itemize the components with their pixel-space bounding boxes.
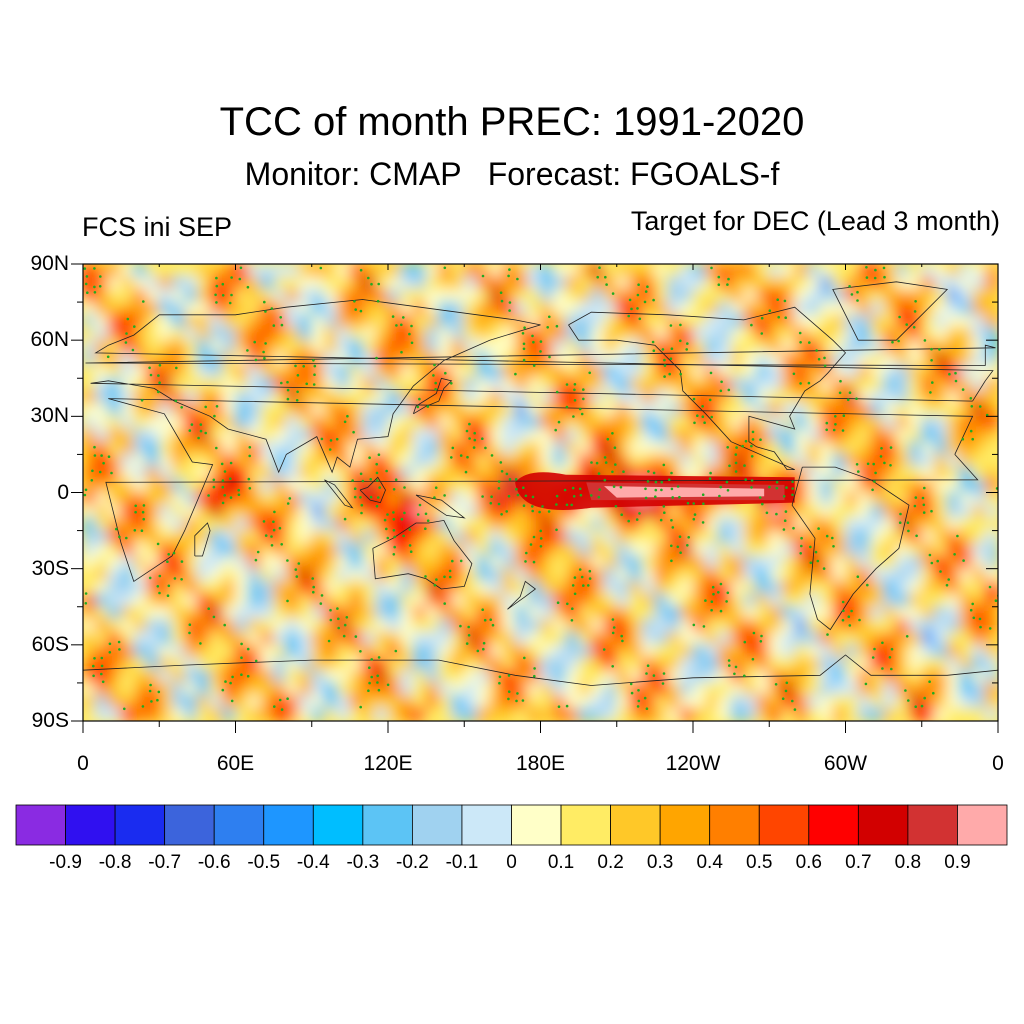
- colorbar-box: [659, 804, 711, 846]
- coastline-borneo: [359, 476, 386, 504]
- colorbar-label: -0.1: [445, 852, 479, 873]
- coastline-greenland: [832, 281, 949, 341]
- coastline-antarctica: [83, 654, 998, 686]
- colorbar-label: -0.6: [197, 852, 231, 873]
- colorbar-label: -0.4: [296, 852, 330, 873]
- colorbar-box: [461, 804, 512, 846]
- colorbar-label: 0: [506, 852, 517, 873]
- colorbar-box: [213, 804, 265, 846]
- colorbar-box: [114, 804, 166, 846]
- colorbar-box: [957, 804, 1008, 846]
- colorbar-box: [709, 804, 760, 846]
- coastline-eurasia: [90, 299, 994, 474]
- colorbar-label: -0.8: [98, 852, 132, 873]
- colorbar-label: -0.2: [396, 852, 429, 873]
- lat-label: 30N: [30, 404, 69, 428]
- colorbar-label: 0.9: [944, 852, 971, 873]
- lat-label: 30S: [31, 556, 69, 580]
- coastline-australia: [372, 519, 473, 590]
- colorbar-label: 0.4: [696, 852, 723, 873]
- lat-label: 90N: [30, 252, 69, 275]
- colorbar-label: 0.5: [746, 852, 773, 873]
- coastline-new-guinea: [415, 494, 466, 519]
- plot-title: TCC of month PREC: 1991-2020: [219, 100, 805, 144]
- colorbar-box: [263, 804, 314, 846]
- colorbar-label: 0.3: [646, 852, 674, 873]
- coastline-s-america: [791, 466, 910, 631]
- colorbar-box: [857, 804, 909, 846]
- colorbar-label: -0.7: [148, 852, 182, 873]
- colorbar-label: 0.6: [795, 852, 822, 873]
- lon-label: 60W: [823, 752, 868, 775]
- lon-label: 180E: [515, 752, 566, 775]
- colorbar-label: -0.3: [346, 852, 380, 873]
- coastline-madagascar: [194, 522, 211, 557]
- lon-label: 120E: [363, 752, 413, 775]
- coastline-africa: [105, 398, 979, 583]
- colorbar-box: [312, 804, 364, 846]
- coastline-sumatra: [324, 479, 354, 509]
- colorbar-label: 0.1: [547, 852, 575, 873]
- lat-label: 90S: [31, 709, 69, 732]
- coastline-japan: [413, 377, 453, 415]
- colorbar-box: [907, 804, 958, 846]
- lat-label: 60N: [30, 328, 69, 352]
- colorbar-label: -0.5: [247, 852, 281, 873]
- colorbar-box: [808, 804, 859, 846]
- lon-label: 0: [992, 752, 1004, 775]
- coastline-uk: [85, 344, 996, 367]
- colorbar-label: -0.9: [49, 852, 82, 873]
- colorbar-label: 0.7: [845, 852, 872, 873]
- plot-subtitle: Monitor: CMAP Forecast: FGOALS-f: [244, 156, 780, 192]
- colorbar-box: [65, 804, 116, 846]
- lon-label: 60E: [216, 752, 255, 775]
- colorbar-box: [511, 804, 562, 846]
- colorbar-box: [758, 804, 810, 846]
- coastline-nz: [507, 580, 537, 610]
- colorbar-label: 0.8: [894, 852, 922, 873]
- colorbar-box: [164, 804, 215, 846]
- colorbar-box: [411, 804, 463, 846]
- lon-label: 120W: [665, 752, 721, 775]
- lat-label: 0: [57, 480, 69, 504]
- target-label: Target for DEC (Lead 3 month): [630, 206, 1000, 236]
- colorbar-box: [362, 804, 413, 846]
- colorbar-box: [610, 804, 661, 846]
- lon-label: 0: [77, 752, 89, 775]
- init-label: FCS ini SEP: [82, 212, 233, 242]
- enso-max: [604, 486, 765, 498]
- colorbar-label: 0.2: [597, 852, 624, 873]
- colorbar-box: [15, 804, 66, 846]
- lat-label: 60S: [31, 632, 69, 656]
- colorbar-box: [560, 804, 611, 846]
